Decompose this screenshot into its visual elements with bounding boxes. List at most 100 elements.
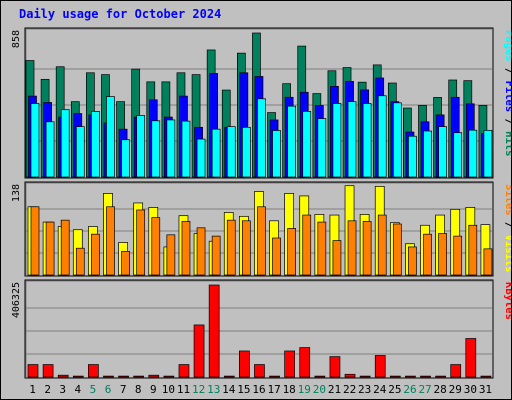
hits-panel-series-label-part-0: Pages	[503, 30, 511, 62]
pages-bar-day-9	[151, 120, 161, 178]
day-label-19: 19	[298, 383, 311, 396]
day-label-22: 22	[343, 383, 356, 396]
kbytes-bar-day-12	[193, 324, 205, 378]
pages-bar-day-6	[106, 96, 115, 178]
kbytes-bar-day-3	[57, 374, 69, 378]
visits-panel-series-label-part-0: Sites	[503, 184, 511, 216]
kbytes-bar-day-4	[72, 375, 84, 378]
day-label-25: 25	[388, 383, 401, 396]
visits-panel-series-label-part-1: /	[503, 216, 511, 235]
kbytes-bar-day-1	[27, 364, 39, 378]
visits-panel-series-label: Sites / Visits	[503, 184, 511, 273]
pages-bar-day-1	[30, 103, 40, 178]
kbytes-bar-day-9	[148, 374, 160, 378]
sites-bar-day-28	[438, 233, 447, 276]
day-label-29: 29	[449, 383, 462, 396]
pages-bar-day-13	[211, 128, 221, 178]
day-label-28: 28	[434, 383, 447, 396]
kbytes-bar-day-14	[223, 375, 235, 378]
day-label-7: 7	[120, 383, 127, 396]
pages-bar-day-23	[362, 103, 372, 178]
day-label-17: 17	[267, 383, 280, 396]
day-label-1: 1	[29, 383, 36, 396]
pages-bar-day-17	[272, 130, 281, 178]
day-label-11: 11	[177, 383, 190, 396]
day-label-6: 6	[105, 383, 112, 396]
pages-bar-day-20	[317, 118, 327, 178]
pages-bar-day-29	[453, 132, 463, 178]
pages-bar-day-3	[60, 109, 70, 178]
kbytes-bar-day-5	[88, 364, 99, 378]
pages-bar-day-25	[392, 102, 402, 178]
day-label-16: 16	[252, 383, 265, 396]
kbytes-bar-day-31	[480, 375, 492, 378]
visits-panel-ymax-label: 138	[11, 184, 22, 202]
kbytes-bar-day-27	[420, 375, 431, 378]
kbytes-panel	[24, 279, 494, 379]
pages-bar-day-28	[438, 126, 447, 178]
sites-bar-day-10	[166, 234, 176, 276]
kbytes-bar-day-29	[450, 364, 462, 378]
sites-bar-day-27	[423, 233, 432, 276]
sites-bar-day-8	[136, 209, 146, 276]
kbytes-bar-day-20	[314, 375, 326, 378]
kbytes-bar-day-15	[239, 350, 250, 378]
sites-bar-day-15	[242, 220, 251, 276]
sites-bar-day-22	[347, 220, 357, 276]
pages-bar-day-12	[196, 138, 206, 178]
pages-bar-day-8	[136, 115, 146, 178]
day-label-10: 10	[162, 383, 175, 396]
sites-bar-day-23	[362, 221, 372, 276]
kbytes-bar-day-11	[178, 364, 190, 378]
kbytes-panel-series-label-part-0: KBytes	[503, 282, 511, 320]
kbytes-bar-day-23	[359, 375, 371, 378]
sites-bar-day-24	[377, 214, 387, 276]
day-label-14: 14	[222, 383, 236, 396]
day-label-26: 26	[403, 383, 416, 396]
pages-bar-day-14	[226, 126, 236, 178]
sites-bar-day-26	[408, 246, 417, 276]
sites-bar-day-25	[392, 223, 402, 276]
day-label-18: 18	[283, 383, 296, 396]
sites-bar-day-2	[45, 221, 55, 276]
sites-bar-day-11	[181, 221, 191, 276]
pages-bar-day-10	[166, 119, 176, 178]
pages-bar-day-31	[483, 129, 493, 178]
kbytes-bar-day-18	[284, 350, 295, 378]
sites-bar-day-3	[60, 219, 70, 276]
pages-bar-day-2	[45, 121, 55, 178]
kbytes-bar-day-24	[374, 355, 386, 378]
visits-panel-series-label-part-2: Visits	[503, 235, 511, 273]
sites-bar-day-18	[287, 228, 296, 276]
sites-bar-day-7	[121, 251, 130, 276]
sites-bar-day-30	[468, 224, 478, 276]
kbytes-bar-day-10	[163, 375, 175, 378]
day-label-12: 12	[192, 383, 205, 396]
pages-bar-day-30	[468, 129, 478, 178]
sites-bar-day-9	[151, 217, 161, 276]
pages-bar-day-24	[377, 95, 387, 178]
day-label-2: 2	[44, 383, 51, 396]
kbytes-bar-day-30	[465, 338, 477, 378]
hits-panel-series-label-part-3: /	[503, 112, 511, 131]
kbytes-bar-day-21	[329, 356, 341, 378]
day-label-13: 13	[207, 383, 220, 396]
day-label-27: 27	[418, 383, 431, 396]
kbytes-panel-ymax-label: 406325	[11, 282, 22, 318]
sites-bar-day-13	[211, 235, 221, 276]
hits-panel-series-label-part-2: Files	[503, 81, 511, 113]
sites-bar-day-19	[302, 214, 312, 276]
sites-bar-day-29	[453, 235, 463, 276]
pages-bar-day-7	[121, 139, 130, 178]
sites-bar-day-5	[91, 233, 100, 276]
pages-bar-day-4	[75, 126, 85, 178]
sites-bar-day-6	[106, 206, 115, 276]
hits-panel-ymax-label: 858	[11, 30, 22, 48]
sites-bar-day-12	[196, 227, 206, 276]
day-label-3: 3	[59, 383, 66, 396]
day-label-24: 24	[373, 383, 387, 396]
kbytes-bar-day-2	[42, 364, 54, 378]
kbytes-bar-day-17	[269, 375, 280, 378]
